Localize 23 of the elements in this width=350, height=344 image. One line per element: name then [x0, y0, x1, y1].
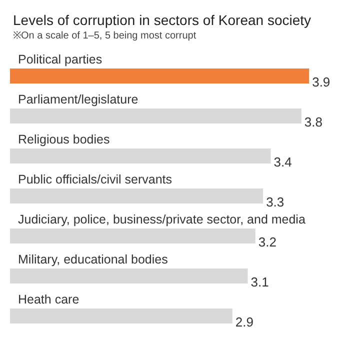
data-label: 3.4 [274, 154, 292, 170]
bar [10, 308, 232, 324]
data-label: 3.1 [250, 274, 269, 290]
bar [10, 228, 256, 244]
y-tick-label: Religious bodies [18, 132, 110, 146]
data-label: 3.2 [258, 234, 276, 250]
y-tick-label: Public officials/civil servants [18, 172, 172, 186]
chart-title: Levels of corruption in sectors of Korean society [13, 12, 312, 28]
data-label: 2.9 [235, 314, 254, 330]
y-tick-label: Judiciary, police, business/private sector, and media [18, 212, 306, 226]
data-label: 3.3 [266, 194, 284, 210]
y-tick-label: Heath care [18, 292, 80, 306]
bar [10, 268, 248, 284]
y-tick-label: Parliament/legislature [18, 92, 138, 106]
data-label: 3.9 [312, 74, 330, 90]
bar [10, 68, 310, 84]
bar [10, 188, 264, 204]
y-tick-label: Military, educational bodies [18, 252, 168, 266]
data-label: 3.8 [304, 114, 322, 130]
bar [10, 108, 302, 124]
bar [10, 148, 271, 164]
y-tick-label: Political parties [18, 52, 102, 66]
chart-subtitle: ※On a scale of 1–5, 5 being most corrupt [13, 30, 196, 42]
